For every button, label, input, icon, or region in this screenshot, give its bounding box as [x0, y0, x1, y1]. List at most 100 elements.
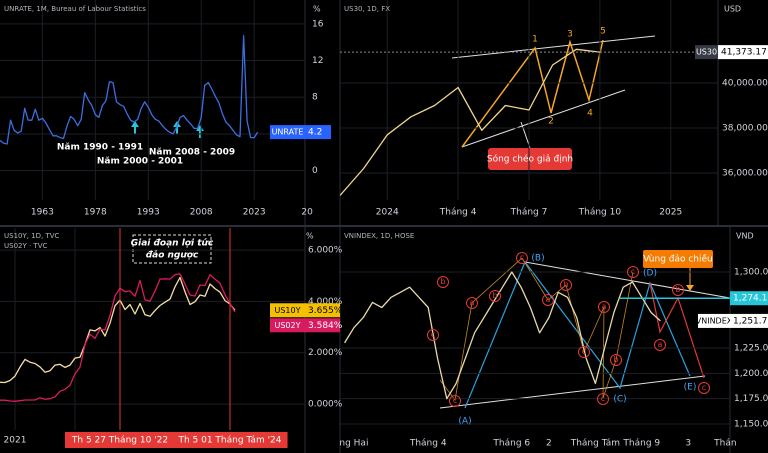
series-name: US30: [696, 48, 717, 57]
chart-title: VNINDEX, 1D, HOSE: [344, 232, 414, 240]
wave-label: c: [582, 347, 586, 356]
annotation: 3: [567, 30, 573, 40]
x-tick-label: 2024: [376, 208, 399, 218]
x-tick-label: Thán: [713, 439, 736, 449]
y-tick-label: 1,200.00: [734, 369, 768, 379]
y-tick-label: 40,000.00: [722, 79, 768, 89]
wave-drawing: [439, 250, 731, 409]
wave-circle: [542, 294, 554, 306]
chart-title: US10Y, 1D, TVC: [4, 232, 60, 240]
plot-area: [0, 0, 305, 200]
last-value: 4.2: [308, 128, 322, 138]
wave-label: c: [520, 253, 524, 262]
wave-label: b: [492, 291, 497, 300]
wave-label: a: [658, 340, 663, 349]
axis-unit: USD: [724, 5, 741, 14]
wave-circle: [598, 301, 610, 313]
annotation: Sóng chéo giả định: [487, 154, 573, 165]
x-tick-label: Tháng 4: [439, 208, 477, 218]
wave-label: c: [431, 330, 435, 339]
series-name-tag: [695, 45, 718, 60]
annotation: 4: [587, 109, 593, 119]
annotation-box: [132, 234, 212, 264]
wave-label: c: [601, 394, 605, 403]
chart-subtitle: US02Y · TVC: [4, 242, 47, 250]
wave-circle: [516, 252, 528, 264]
wave-circle: [449, 395, 461, 407]
y-tick-label: 8: [312, 93, 318, 103]
level-tag: [730, 291, 768, 306]
annotation: (D): [643, 269, 657, 279]
y-tick-label: 6.000%: [308, 246, 343, 256]
axis-unit: VND: [736, 232, 754, 241]
y-tick-label: 0.000%: [308, 400, 343, 410]
series-name: UNRATE: [272, 128, 304, 137]
y-tick-label: 36,000.00: [722, 169, 768, 179]
wave-label: b: [675, 285, 680, 294]
x-tick-label: Tháng 9: [622, 439, 660, 449]
series-name-tag: [698, 313, 730, 328]
y-tick-label: 12: [312, 56, 323, 66]
series-name: US02Y: [275, 321, 301, 330]
wave-circle: [578, 346, 590, 358]
last-value-tag: [305, 318, 340, 333]
series-name-tag: [270, 125, 305, 140]
last-value-tag: [305, 125, 331, 140]
x-tick-label: ng Hai: [339, 439, 368, 449]
wave-label: b: [563, 280, 568, 289]
last-value: 3.655%: [308, 306, 343, 316]
annotation: 1: [532, 35, 538, 45]
x-tick-label: 1963: [31, 208, 54, 218]
x-tick-label: 2021: [4, 436, 27, 446]
series-name: VNINDEX: [696, 316, 733, 325]
wave-circle: [437, 276, 449, 288]
wave-label: c: [453, 396, 457, 405]
chart-title: UNRATE, 1M, Bureau of Labour Statistics: [4, 5, 146, 13]
wave-label: b: [613, 355, 618, 364]
series-line: [0, 273, 236, 402]
x-tick-label: 3: [685, 439, 691, 449]
x-tick-label: Tháng 10: [578, 208, 622, 218]
annotation: đảo ngược: [146, 250, 199, 261]
annotation: 5: [600, 27, 606, 37]
x-tick-label: 2025: [659, 208, 682, 218]
wave-circle: [654, 339, 666, 351]
last-value-tag: [305, 303, 340, 318]
wave-label: b: [440, 277, 445, 286]
wave-label: a: [546, 295, 551, 304]
y-tick-label: 1,175.00: [734, 394, 768, 404]
annotation: Giai đoạn lợi tức: [131, 239, 214, 249]
y-tick-label: 1,225.00: [734, 343, 768, 353]
x-tick-label: Tháng Tám: [570, 439, 620, 449]
wave-circle: [597, 393, 609, 405]
series-name-tag: [270, 303, 305, 318]
annotation: (E): [684, 383, 697, 393]
axis-unit: %: [306, 232, 314, 241]
y-tick-label: 16: [312, 19, 324, 29]
wave-circle: [466, 297, 478, 309]
date-marker-label: Th 5 01 Tháng Tám '24: [177, 436, 281, 446]
last-value: 3.584%: [308, 321, 343, 331]
wave-label: a: [602, 302, 607, 311]
x-tick-label: 1978: [84, 208, 107, 218]
annotation: 2: [548, 117, 554, 127]
wave-label: c: [702, 383, 706, 392]
chart-title: US30, 1D, FX: [344, 5, 390, 13]
plot-area: [340, 0, 718, 200]
wave-label: a: [470, 298, 475, 307]
series-line: [0, 35, 259, 145]
axis-unit: %: [313, 5, 321, 14]
annotation: Năm 2000 - 2001: [97, 157, 183, 167]
wave-circle: [698, 382, 710, 394]
series-line: [344, 271, 661, 400]
annotation: Năm 2008 - 2009: [149, 148, 235, 158]
annotation: Năm 1990 - 1991: [57, 143, 143, 153]
annotation: Vùng đảo chiều: [643, 254, 713, 265]
x-tick-label: 2023: [243, 208, 266, 218]
plot-area: [0, 228, 305, 430]
level-tag-label: 1,274.11: [733, 294, 768, 304]
date-marker-tag: [65, 432, 175, 448]
wave-circle: [560, 279, 572, 291]
series-name-tag: [270, 318, 305, 333]
x-tick-label: Tháng 7: [510, 208, 548, 218]
